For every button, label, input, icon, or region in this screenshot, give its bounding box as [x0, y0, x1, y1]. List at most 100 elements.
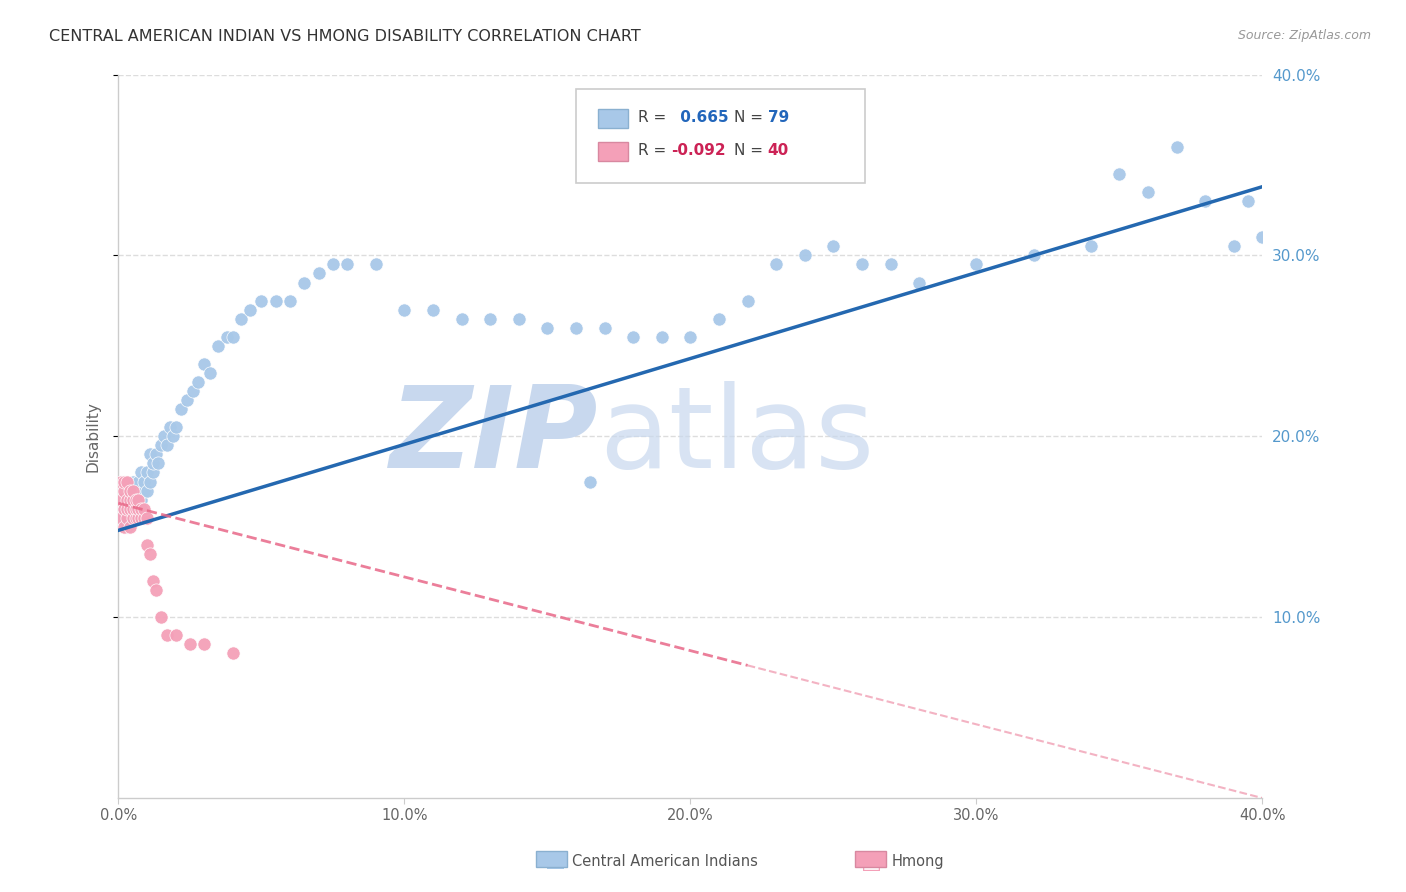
- Point: [231, 311, 253, 326]
- Point: [621, 330, 644, 344]
- Point: [336, 257, 359, 271]
- Point: [176, 393, 198, 408]
- Point: [181, 384, 204, 398]
- Point: [124, 510, 146, 524]
- Point: [136, 466, 159, 480]
- Point: [127, 492, 149, 507]
- Point: [118, 492, 141, 507]
- Point: [793, 248, 815, 262]
- Point: [132, 483, 155, 498]
- Point: [124, 492, 146, 507]
- Text: R =: R =: [638, 111, 666, 125]
- Point: [170, 402, 193, 417]
- Point: [124, 501, 146, 516]
- Point: [139, 447, 162, 461]
- Point: [823, 239, 845, 253]
- Point: [139, 547, 162, 561]
- Text: N =: N =: [734, 111, 763, 125]
- Point: [737, 293, 759, 308]
- Point: [215, 330, 238, 344]
- Point: [1166, 140, 1188, 154]
- Y-axis label: Disability: Disability: [86, 401, 100, 472]
- Point: [1223, 239, 1246, 253]
- Point: [115, 510, 138, 524]
- Point: [593, 320, 616, 334]
- Point: [1194, 194, 1216, 208]
- Text: Hmong: Hmong: [891, 855, 943, 869]
- Text: 40: 40: [768, 144, 789, 158]
- Text: N =: N =: [734, 144, 763, 158]
- Point: [136, 538, 159, 552]
- Point: [479, 311, 502, 326]
- Point: [121, 492, 143, 507]
- Point: [250, 293, 273, 308]
- Point: [193, 637, 215, 651]
- Text: Source: ZipAtlas.com: Source: ZipAtlas.com: [1237, 29, 1371, 42]
- Point: [110, 510, 132, 524]
- Point: [207, 339, 229, 353]
- Point: [150, 438, 173, 452]
- Point: [124, 501, 146, 516]
- Point: [165, 420, 187, 434]
- Point: [136, 483, 159, 498]
- Point: [322, 257, 344, 271]
- Point: [308, 267, 330, 281]
- Point: [1108, 167, 1130, 181]
- Point: [132, 475, 155, 489]
- Point: [679, 330, 702, 344]
- Point: [198, 366, 221, 380]
- Point: [115, 475, 138, 489]
- Point: [651, 330, 673, 344]
- Point: [124, 492, 146, 507]
- Point: [118, 483, 141, 498]
- Point: [115, 492, 138, 507]
- Point: [129, 492, 152, 507]
- Text: □: □: [546, 850, 565, 870]
- Point: [1080, 239, 1102, 253]
- Point: [239, 302, 262, 317]
- Point: [115, 501, 138, 516]
- Point: [908, 276, 931, 290]
- Point: [145, 447, 167, 461]
- Point: [450, 311, 472, 326]
- Point: [364, 257, 387, 271]
- Point: [179, 637, 201, 651]
- Point: [112, 501, 135, 516]
- Text: Central American Indians: Central American Indians: [572, 855, 758, 869]
- Point: [292, 276, 315, 290]
- Point: [112, 475, 135, 489]
- Text: ZIP: ZIP: [391, 381, 599, 491]
- Point: [707, 311, 730, 326]
- Point: [121, 510, 143, 524]
- Point: [1237, 194, 1260, 208]
- Point: [142, 574, 165, 588]
- Point: [148, 457, 170, 471]
- Point: [112, 520, 135, 534]
- Point: [965, 257, 987, 271]
- Point: [142, 457, 165, 471]
- Point: [115, 492, 138, 507]
- Point: [127, 475, 149, 489]
- Text: -0.092: -0.092: [671, 144, 725, 158]
- Text: atlas: atlas: [599, 381, 875, 491]
- Text: 79: 79: [768, 111, 789, 125]
- Point: [129, 466, 152, 480]
- Point: [1251, 230, 1274, 244]
- Point: [187, 375, 209, 389]
- Point: [156, 438, 179, 452]
- Point: [394, 302, 416, 317]
- Point: [150, 610, 173, 624]
- Point: [129, 501, 152, 516]
- Point: [110, 475, 132, 489]
- Point: [156, 628, 179, 642]
- Point: [121, 475, 143, 489]
- Point: [121, 483, 143, 498]
- Point: [127, 492, 149, 507]
- Point: [565, 320, 588, 334]
- Point: [193, 357, 215, 371]
- Point: [115, 520, 138, 534]
- Point: [121, 501, 143, 516]
- Point: [112, 501, 135, 516]
- Point: [165, 628, 187, 642]
- Text: 0.665: 0.665: [675, 111, 728, 125]
